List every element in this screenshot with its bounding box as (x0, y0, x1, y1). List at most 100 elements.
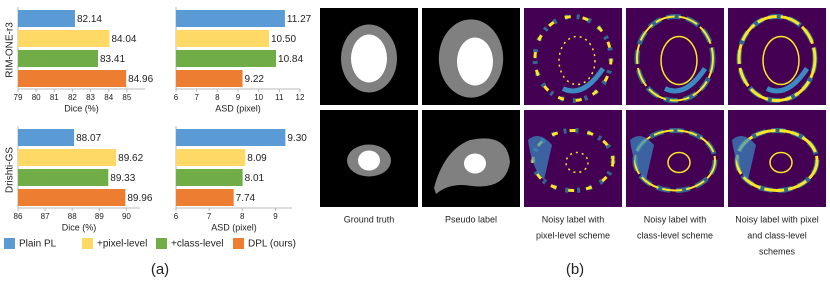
bar (18, 149, 117, 166)
x-tick-label: 89 (95, 212, 104, 221)
noise (765, 67, 810, 94)
noise (663, 67, 708, 94)
bar (18, 30, 110, 47)
value-label: 82.14 (77, 14, 102, 25)
legend-label: DPL (ours) (248, 239, 296, 250)
noise (762, 35, 800, 86)
bar (176, 169, 243, 186)
caption: schemes (759, 246, 796, 256)
value-label: 9.22 (245, 74, 265, 85)
noise (660, 35, 698, 86)
x-tick-label: 10 (254, 93, 263, 102)
noise (558, 35, 596, 86)
x-tick-label: 7 (207, 212, 212, 221)
caption: Ground truth (344, 214, 395, 224)
x-tick-label: 9 (236, 93, 241, 102)
caption: Noisy label with (644, 214, 707, 224)
caption: Noisy label with (542, 214, 605, 224)
region (457, 37, 493, 86)
legend-swatch (156, 238, 167, 249)
legend-swatch (82, 238, 93, 249)
x-tick-label: 11 (275, 93, 284, 102)
bar (18, 169, 109, 186)
value-label: 11.27 (287, 14, 312, 25)
region (464, 153, 486, 174)
x-tick-label: 80 (32, 93, 41, 102)
bar (18, 70, 127, 87)
noise (561, 67, 606, 94)
noise (630, 136, 654, 180)
bar (18, 189, 126, 206)
legend-swatch (4, 238, 15, 249)
value-label: 8.09 (247, 153, 267, 164)
x-tick-label: 83 (86, 93, 95, 102)
x-tick-label: 88 (68, 212, 77, 221)
legend-label: +class-level (171, 239, 224, 250)
value-label: 7.74 (236, 193, 256, 204)
panel-label: (a) (151, 261, 169, 278)
bar (18, 129, 75, 146)
bar (176, 50, 277, 67)
noise (528, 136, 552, 180)
value-label: 89.33 (110, 173, 135, 184)
value-label: 10.50 (271, 34, 296, 45)
bar (176, 129, 286, 146)
x-tick-label: 84 (104, 93, 113, 102)
caption: class-level scheme (637, 230, 713, 240)
bar (176, 70, 243, 87)
x-tick-label: 90 (122, 212, 131, 221)
x-tick-label: 6 (174, 212, 179, 221)
noise (769, 151, 793, 174)
legend-swatch (233, 238, 244, 249)
noise (667, 151, 691, 174)
x-tick-label: 8 (215, 93, 220, 102)
x-tick-label: 82 (68, 93, 77, 102)
legend-label: +pixel-level (97, 239, 147, 250)
image-grid (320, 8, 826, 207)
noise (565, 151, 589, 174)
value-label: 9.30 (287, 133, 307, 144)
bar (176, 189, 234, 206)
value-label: 89.62 (118, 153, 143, 164)
x-tick-label: 6 (174, 93, 179, 102)
noise (732, 136, 756, 180)
value-label: 84.04 (111, 34, 136, 45)
bar (176, 149, 246, 166)
x-tick-label: 86 (14, 212, 23, 221)
x-tick-label: 9 (273, 212, 278, 221)
value-label: 84.96 (128, 74, 153, 85)
value-label: 83.41 (100, 54, 125, 65)
panel-label: (b) (566, 261, 584, 278)
value-label: 88.07 (76, 133, 101, 144)
bar (176, 10, 285, 27)
x-tick-label: 12 (296, 93, 305, 102)
bar (18, 50, 99, 67)
bar (176, 30, 269, 47)
row-label: Drishti-GS (5, 147, 16, 193)
legend-label: Plain PL (19, 239, 57, 250)
row-label: RIM-ONE-r3 (5, 22, 16, 78)
caption: and class-level (747, 230, 807, 240)
x-axis-label: Dice (%) (64, 103, 99, 113)
x-tick-label: 81 (50, 93, 59, 102)
value-label: 8.01 (245, 173, 265, 184)
caption: Pseudo label (445, 214, 497, 224)
x-axis-label: ASD (pixel) (215, 103, 261, 113)
noise (533, 15, 613, 102)
noise (636, 15, 714, 102)
x-tick-label: 7 (194, 93, 199, 102)
bar (18, 10, 75, 27)
x-axis-label: Dice (%) (62, 222, 97, 232)
x-tick-label: 79 (14, 93, 23, 102)
noise (737, 15, 817, 102)
region (351, 34, 387, 83)
caption: pixel-level scheme (536, 230, 610, 240)
value-label: 89.96 (127, 193, 152, 204)
x-axis-label: ASD (pixel) (211, 222, 257, 232)
x-tick-label: 8 (240, 212, 245, 221)
x-tick-label: 85 (122, 93, 131, 102)
value-label: 10.84 (278, 54, 303, 65)
x-tick-label: 87 (41, 212, 50, 221)
region (358, 150, 380, 171)
